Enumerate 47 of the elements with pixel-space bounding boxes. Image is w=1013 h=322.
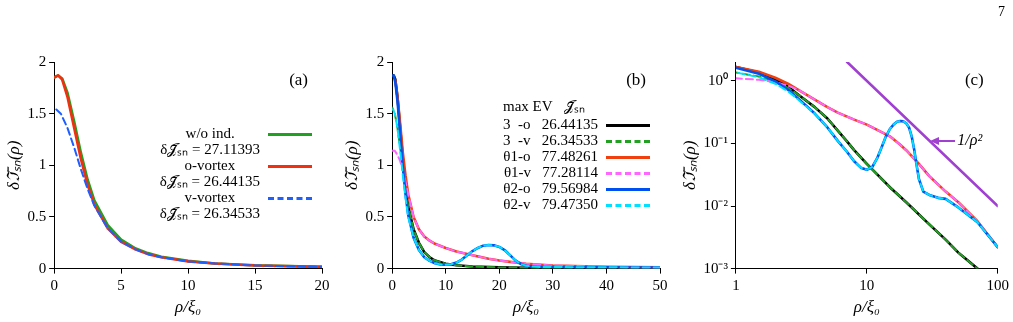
y-tick-label: 2 xyxy=(38,52,47,69)
y-axis-title: δℑ̄ₛₙ(ρ) xyxy=(341,140,361,190)
x-tick-label: 15 xyxy=(247,276,263,293)
text: 7 xyxy=(998,4,1005,20)
y-tick-label: 0 xyxy=(376,259,385,276)
x-tick-label: 30 xyxy=(545,276,561,293)
legend-label: θ2-v 79.47350 xyxy=(503,196,598,212)
y-tick-label: 10⁰ xyxy=(707,71,728,88)
x-axis-title: ρ/ξ₀ xyxy=(512,297,540,317)
x-tick-label: 10 xyxy=(859,276,875,293)
x-tick-label: 10 xyxy=(438,276,454,293)
y-tick-label: 0.5 xyxy=(27,207,47,224)
y-tick-label: 10⁻³ xyxy=(703,259,729,276)
y-tick-label: 1 xyxy=(376,156,385,173)
legend-label: v-vortex δ𝒥̄ₛₙ = 26.34533 xyxy=(159,189,260,222)
legend-label: 3 -o 26.44135 xyxy=(503,116,598,132)
x-tick-label: 0 xyxy=(388,276,396,293)
annotation: (c) xyxy=(964,69,984,89)
x-tick-label: 10 xyxy=(180,276,196,293)
y-tick-label: 0.5 xyxy=(365,207,385,224)
x-tick-label: 5 xyxy=(117,276,125,293)
x-tick-label: 0 xyxy=(50,276,58,293)
annotation: (b) xyxy=(626,69,646,89)
y-tick-label: 1.5 xyxy=(27,104,47,121)
x-tick-label: 100 xyxy=(986,276,1009,293)
y-axis-title: δℑ̄ₛₙ(ρ) xyxy=(3,140,23,190)
x-tick-label: 40 xyxy=(598,276,614,293)
x-tick-label: 20 xyxy=(491,276,507,293)
y-axis-title: δℑ̄ₛₙ(ρ) xyxy=(679,140,699,190)
y-tick-label: 1 xyxy=(38,156,47,173)
x-tick-label: 20 xyxy=(314,276,330,293)
annotation: (a) xyxy=(289,69,308,89)
annotation: 1/ρ² xyxy=(957,131,984,150)
x-tick-label: 50 xyxy=(652,276,668,293)
legend-label: θ2-o 79.56984 xyxy=(503,180,598,196)
legend-title: max EV 𝒥̄ₛₙ xyxy=(503,98,586,114)
x-tick-label: 1 xyxy=(732,276,740,293)
x-axis-title: ρ/ξ₀ xyxy=(852,297,880,317)
x-axis-title: ρ/ξ₀ xyxy=(174,297,202,317)
legend-label: θ1-o 77.48261 xyxy=(503,148,598,164)
y-tick-label: 10⁻² xyxy=(703,196,729,213)
y-tick-label: 10⁻¹ xyxy=(703,134,728,151)
legend-label: 3 -v 26.34533 xyxy=(503,132,598,148)
y-tick-label: 0 xyxy=(38,259,47,276)
y-tick-label: 2 xyxy=(376,52,385,69)
legend-label: θ1-v 77.28114 xyxy=(503,164,598,180)
y-tick-label: 1.5 xyxy=(365,104,385,121)
